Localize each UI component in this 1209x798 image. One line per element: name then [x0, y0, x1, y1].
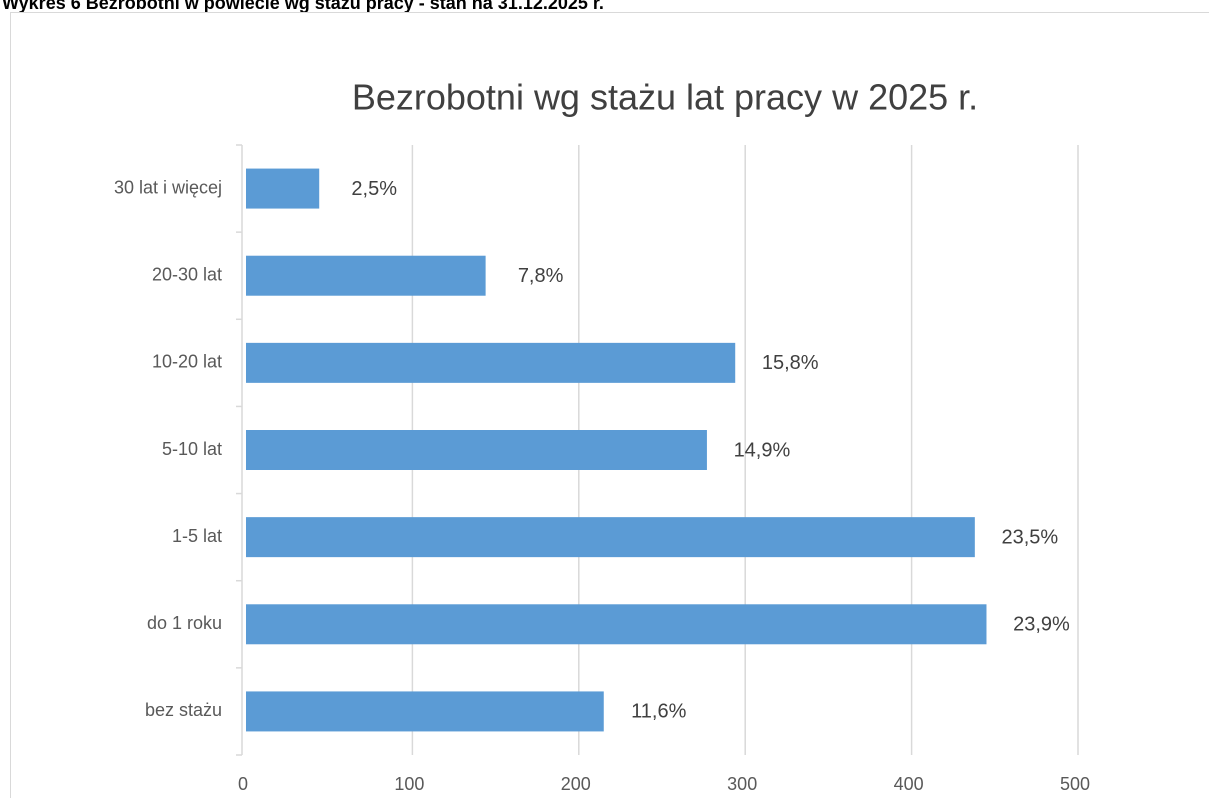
data-label: 23,9%	[1013, 614, 1070, 636]
y-tick-label: do 1 roku	[147, 613, 222, 633]
data-label: 15,8%	[762, 352, 819, 374]
bar	[246, 430, 707, 470]
data-label: 23,5%	[1001, 526, 1058, 548]
chart-title: Bezrobotni wg stażu lat pracy w 2025 r.	[352, 77, 978, 118]
bar	[246, 168, 320, 209]
y-tick-label: bez stażu	[145, 700, 222, 720]
bar	[246, 691, 604, 732]
bar	[246, 342, 736, 383]
x-tick-label: 400	[894, 774, 924, 794]
chart: Bezrobotni wg stażu lat pracy w 2025 r. …	[114, 77, 1090, 794]
x-tick-label: 100	[394, 774, 424, 794]
bar	[246, 604, 987, 645]
x-tick-label: 300	[727, 774, 757, 794]
y-tick-label: 10-20 lat	[152, 352, 222, 372]
data-label: 2,5%	[351, 178, 397, 200]
chart-frame	[10, 12, 1209, 798]
bar	[246, 517, 975, 558]
x-tick-label: 500	[1060, 774, 1090, 794]
y-tick-label: 5-10 lat	[162, 439, 222, 459]
heading: Wykres 6 Bezrobotni w powiecie wg stażu …	[2, 0, 604, 13]
y-tick-label: 1-5 lat	[172, 526, 222, 546]
y-tick-label: 20-30 lat	[152, 264, 222, 284]
data-label: 11,6%	[631, 701, 686, 723]
data-label: 14,9%	[734, 439, 791, 461]
x-tick-label: 200	[561, 774, 591, 794]
bar	[246, 255, 486, 296]
x-tick-label: 0	[238, 774, 248, 794]
data-label: 7,8%	[518, 265, 564, 287]
y-tick-label: 30 lat i więcej	[114, 177, 222, 197]
